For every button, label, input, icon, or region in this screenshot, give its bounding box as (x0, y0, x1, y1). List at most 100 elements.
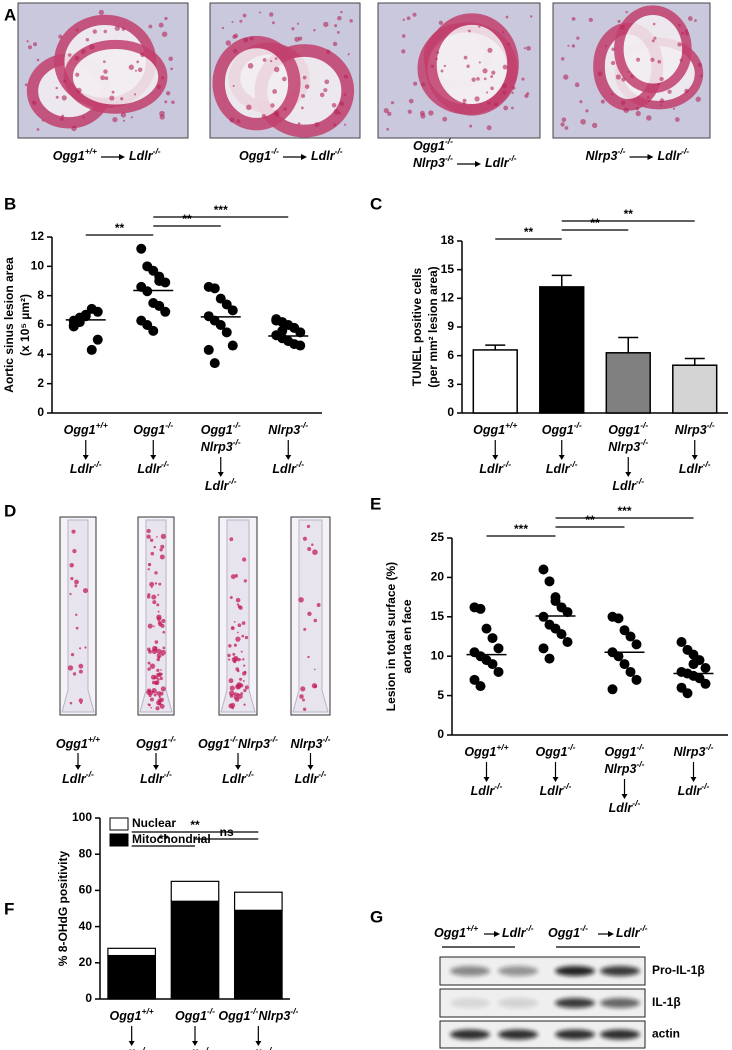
stain (485, 91, 489, 94)
stain (440, 69, 444, 73)
bar-segment (107, 954, 157, 1000)
stain (333, 123, 337, 127)
stain (275, 112, 280, 117)
x-tick-label: Ldlr-/- (612, 476, 644, 493)
caption: Ogg1-/- (136, 734, 176, 751)
stain (147, 667, 151, 671)
stain (261, 113, 267, 119)
stain (133, 93, 137, 96)
stain (227, 653, 231, 658)
lesion (63, 39, 168, 114)
stain (164, 100, 168, 104)
stain (241, 634, 245, 638)
stain (60, 117, 64, 121)
x-tick-label: Ldlr-/- (70, 459, 102, 476)
caption: Nlrp3-/- (291, 734, 331, 751)
stain (296, 22, 300, 25)
band (555, 966, 595, 976)
data-point (625, 666, 636, 677)
stain (228, 658, 231, 661)
x-tick-label: Ogg1+/+ (473, 420, 517, 437)
stain (413, 81, 418, 86)
x-tick-label: Ldlr-/- (116, 1045, 148, 1050)
stain (157, 620, 162, 625)
stain (244, 671, 247, 674)
stain (78, 669, 83, 674)
stain (302, 707, 307, 711)
data-point (625, 631, 636, 642)
stain (71, 529, 76, 534)
stain (338, 111, 341, 115)
stain (156, 657, 161, 662)
stain (74, 584, 78, 588)
y-axis-label: (per mm² lesion area) (426, 266, 440, 387)
stain (243, 703, 246, 706)
caption: Ldlr-/- (222, 769, 254, 786)
stain (244, 685, 249, 690)
stain (420, 113, 426, 119)
stain (112, 116, 118, 123)
stain (78, 663, 84, 669)
stain (246, 104, 252, 111)
data-point (227, 340, 238, 351)
x-tick-label: Nlrp3-/- (268, 420, 308, 437)
arrow-head (217, 472, 224, 477)
stain (84, 646, 87, 649)
stain (304, 84, 310, 89)
stain (610, 60, 616, 66)
stain (158, 582, 162, 586)
stain (337, 15, 342, 21)
stain (564, 126, 569, 130)
aorta-image (59, 516, 97, 716)
stain (100, 75, 105, 81)
stain (149, 581, 155, 587)
stain (307, 655, 310, 659)
data-point (277, 325, 288, 336)
stain (161, 31, 168, 37)
stain (233, 621, 236, 623)
stain (615, 74, 621, 80)
bar (605, 352, 651, 414)
lesion (614, 5, 692, 94)
arrow-head (235, 765, 241, 770)
bar-segment (107, 947, 157, 957)
stain (24, 83, 28, 87)
stain (230, 626, 235, 631)
data-point (538, 564, 549, 575)
stain (149, 697, 154, 702)
arrow-head (150, 455, 157, 460)
stain (324, 79, 330, 85)
stain (677, 42, 682, 47)
stain (560, 57, 565, 61)
data-point (475, 681, 486, 692)
group-label: Ldlr-/- (502, 923, 534, 940)
stain (72, 672, 77, 676)
data-point (92, 306, 103, 317)
stain (339, 101, 345, 107)
stain (159, 676, 163, 681)
stain (592, 122, 598, 129)
stain (471, 77, 476, 82)
stain (148, 690, 154, 696)
stain (681, 31, 685, 35)
data-point (544, 576, 555, 587)
stain (237, 623, 242, 628)
data-point (227, 305, 238, 316)
x-tick-label: Ldlr-/- (546, 459, 578, 476)
stain (228, 644, 232, 648)
stain (438, 20, 444, 25)
stain (560, 122, 565, 127)
stain (229, 537, 234, 542)
stain (674, 117, 680, 122)
stain (159, 697, 164, 703)
data-point (295, 327, 306, 338)
aorta (292, 519, 329, 713)
data-point (631, 639, 642, 650)
stain (657, 83, 660, 86)
x-tick-label: Ogg1-/- (133, 420, 173, 437)
data-point (487, 659, 498, 670)
x-tick-label: Ldlr-/- (479, 459, 511, 476)
stain (302, 75, 307, 80)
stain (697, 62, 702, 67)
significance-label: *** (617, 504, 631, 518)
